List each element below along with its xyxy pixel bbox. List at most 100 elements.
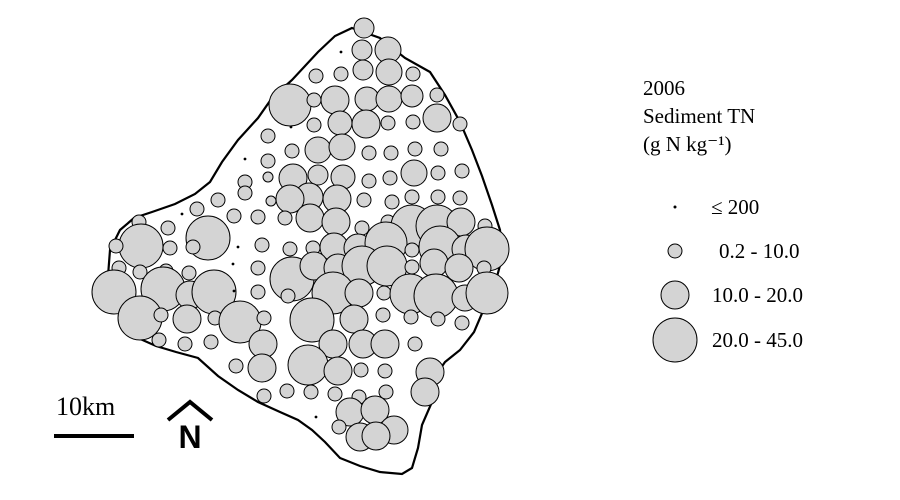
- sample-point: [314, 415, 318, 419]
- sample-point: [344, 278, 374, 308]
- sample-point: [333, 66, 349, 82]
- sample-point: [254, 237, 270, 253]
- sample-point: [351, 39, 373, 61]
- sample-point: [351, 109, 381, 139]
- sample-point: [250, 284, 266, 300]
- legend-title-unit: (g N kg⁻¹): [643, 132, 732, 156]
- sample-point: [189, 201, 205, 217]
- sample-point: [320, 85, 350, 115]
- sample-point: [354, 220, 370, 236]
- sample-point: [177, 336, 193, 352]
- sample-point: [378, 384, 394, 400]
- sample-point: [280, 288, 296, 304]
- sample-point: [262, 171, 274, 183]
- sample-point: [284, 143, 300, 159]
- legend-title-variable: Sediment TN: [643, 104, 756, 128]
- sample-point: [384, 194, 400, 210]
- sample-point: [422, 103, 452, 133]
- sample-point: [377, 363, 393, 379]
- legend-label-class-0: ≤ 200: [711, 195, 760, 219]
- sample-point: [265, 195, 277, 207]
- sample-point: [430, 165, 446, 181]
- sample-point: [454, 163, 470, 179]
- sample-point: [331, 419, 347, 435]
- sample-point: [361, 421, 391, 451]
- sample-point: [236, 245, 240, 249]
- sample-point: [250, 260, 266, 276]
- sample-point: [303, 384, 319, 400]
- sample-point: [181, 265, 197, 281]
- sample-point: [405, 114, 421, 130]
- sample-point: [160, 220, 176, 236]
- sample-point: [403, 309, 419, 325]
- sample-point: [444, 253, 474, 283]
- sample-point: [375, 307, 391, 323]
- sample-point: [203, 334, 219, 350]
- legend-symbol-class-1: [667, 243, 683, 259]
- sample-point: [162, 240, 178, 256]
- sample-point: [247, 353, 277, 383]
- sample-point: [465, 271, 509, 315]
- sample-point: [243, 157, 247, 161]
- sample-point: [237, 185, 253, 201]
- sample-point: [354, 86, 380, 112]
- sample-point: [452, 190, 468, 206]
- sample-point: [407, 141, 423, 157]
- legend-symbol-class-2: [660, 280, 690, 310]
- sample-point: [307, 164, 329, 186]
- legend-label-class-1: 0.2 - 10.0: [719, 239, 800, 263]
- legend-label-class-3: 20.0 - 45.0: [712, 328, 803, 352]
- sample-point: [327, 386, 343, 402]
- sample-point: [356, 192, 372, 208]
- sample-point: [400, 159, 428, 187]
- sample-point: [430, 311, 446, 327]
- sample-point: [452, 116, 468, 132]
- sample-point: [407, 336, 423, 352]
- sample-point: [370, 329, 400, 359]
- sample-point: [339, 50, 343, 54]
- sample-point: [226, 208, 242, 224]
- sample-point: [429, 87, 445, 103]
- sample-point: [419, 248, 449, 278]
- sample-point: [118, 223, 164, 269]
- sample-point: [282, 241, 298, 257]
- sample-point: [268, 83, 312, 127]
- sample-point: [375, 85, 403, 113]
- sample-point: [400, 84, 424, 108]
- legend-label-class-2: 10.0 - 20.0: [712, 283, 803, 307]
- sample-point: [180, 212, 184, 216]
- sample-point: [327, 110, 353, 136]
- sample-point: [404, 242, 420, 258]
- sample-point: [289, 297, 335, 343]
- legend-symbols: [652, 205, 698, 363]
- sample-point: [279, 383, 295, 399]
- sample-point: [210, 192, 226, 208]
- sample-point: [404, 189, 420, 205]
- sample-circles: [91, 17, 510, 452]
- sample-point: [232, 289, 236, 293]
- sample-point: [430, 189, 446, 205]
- lake-boundary: [106, 26, 504, 476]
- sample-point: [353, 17, 375, 39]
- sample-point: [256, 388, 272, 404]
- sample-point: [410, 377, 440, 407]
- legend-symbol-class-3: [652, 317, 698, 363]
- sample-point: [380, 115, 396, 131]
- sample-point: [352, 59, 374, 81]
- legend-symbol-class-0: [673, 205, 677, 209]
- sample-point: [375, 58, 403, 86]
- sample-point: [454, 315, 470, 331]
- sample-point: [108, 238, 124, 254]
- sample-point: [231, 262, 235, 266]
- sample-point: [256, 310, 272, 326]
- north-arrow-icon: N: [166, 399, 214, 455]
- scale-bar-label: 10km: [56, 392, 116, 421]
- sample-point: [433, 141, 449, 157]
- sample-point: [228, 358, 244, 374]
- sample-point: [328, 133, 356, 161]
- sample-point: [304, 136, 332, 164]
- sample-point: [260, 153, 276, 169]
- sample-point: [132, 264, 148, 280]
- sample-point: [376, 285, 392, 301]
